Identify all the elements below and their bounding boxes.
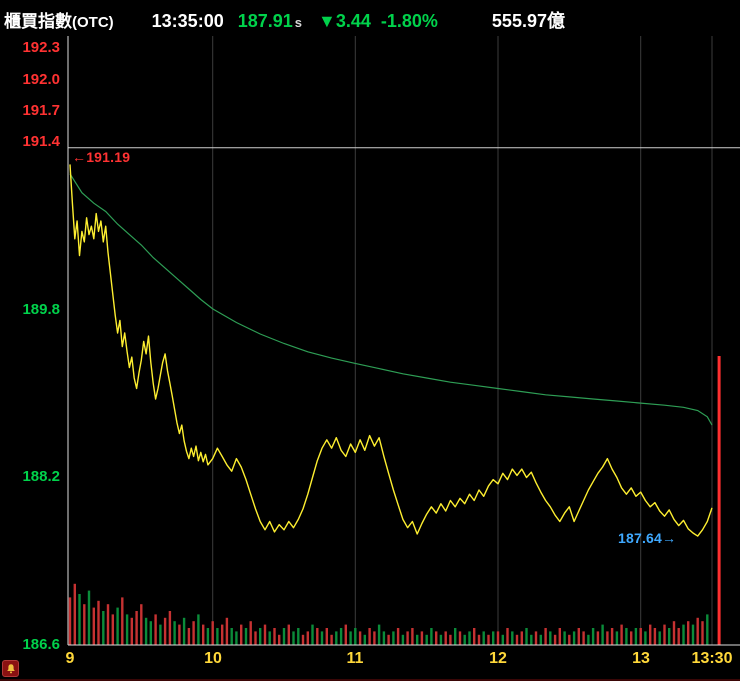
bell-icon	[5, 663, 17, 675]
low-price-annotation: 187.64→	[618, 530, 677, 546]
index-title: 櫃買指數(OTC)	[4, 7, 114, 32]
y-axis-label: 189.8	[22, 301, 60, 318]
bottom-border	[0, 679, 740, 681]
y-axis-label: 186.6	[22, 636, 60, 653]
y-axis-label: 191.7	[22, 102, 60, 119]
open-price-annotation: ←191.19	[72, 149, 131, 165]
last-price: 187.91	[237, 11, 293, 31]
x-axis-label: 11	[346, 650, 364, 667]
x-axis-label: 9	[65, 650, 75, 667]
quote-header: 櫃買指數(OTC) 13:35:00 187.91 s ▼3.44 -1.80%…	[0, 0, 740, 39]
y-axis-label: 192.3	[22, 39, 60, 56]
index-name: 櫃買指數	[4, 12, 72, 31]
x-axis-label: 13:30	[691, 650, 733, 667]
price-change-percent: -1.80%	[380, 11, 438, 31]
price-change: ▼3.44	[318, 11, 371, 31]
index-market-suffix: (OTC)	[72, 14, 114, 31]
x-axis-label: 13	[632, 650, 650, 667]
turnover-amount: 555.97億	[491, 11, 565, 31]
x-axis-label: 10	[204, 650, 222, 667]
alert-bell-button[interactable]	[2, 660, 19, 677]
y-axis-label: 188.2	[22, 468, 60, 485]
x-axis-label: 12	[489, 650, 507, 667]
price-flag: s	[294, 15, 303, 30]
y-axis-label: 191.4	[22, 133, 60, 150]
y-axis-label: 192.0	[22, 71, 60, 88]
quote-time: 13:35:00	[151, 11, 224, 31]
